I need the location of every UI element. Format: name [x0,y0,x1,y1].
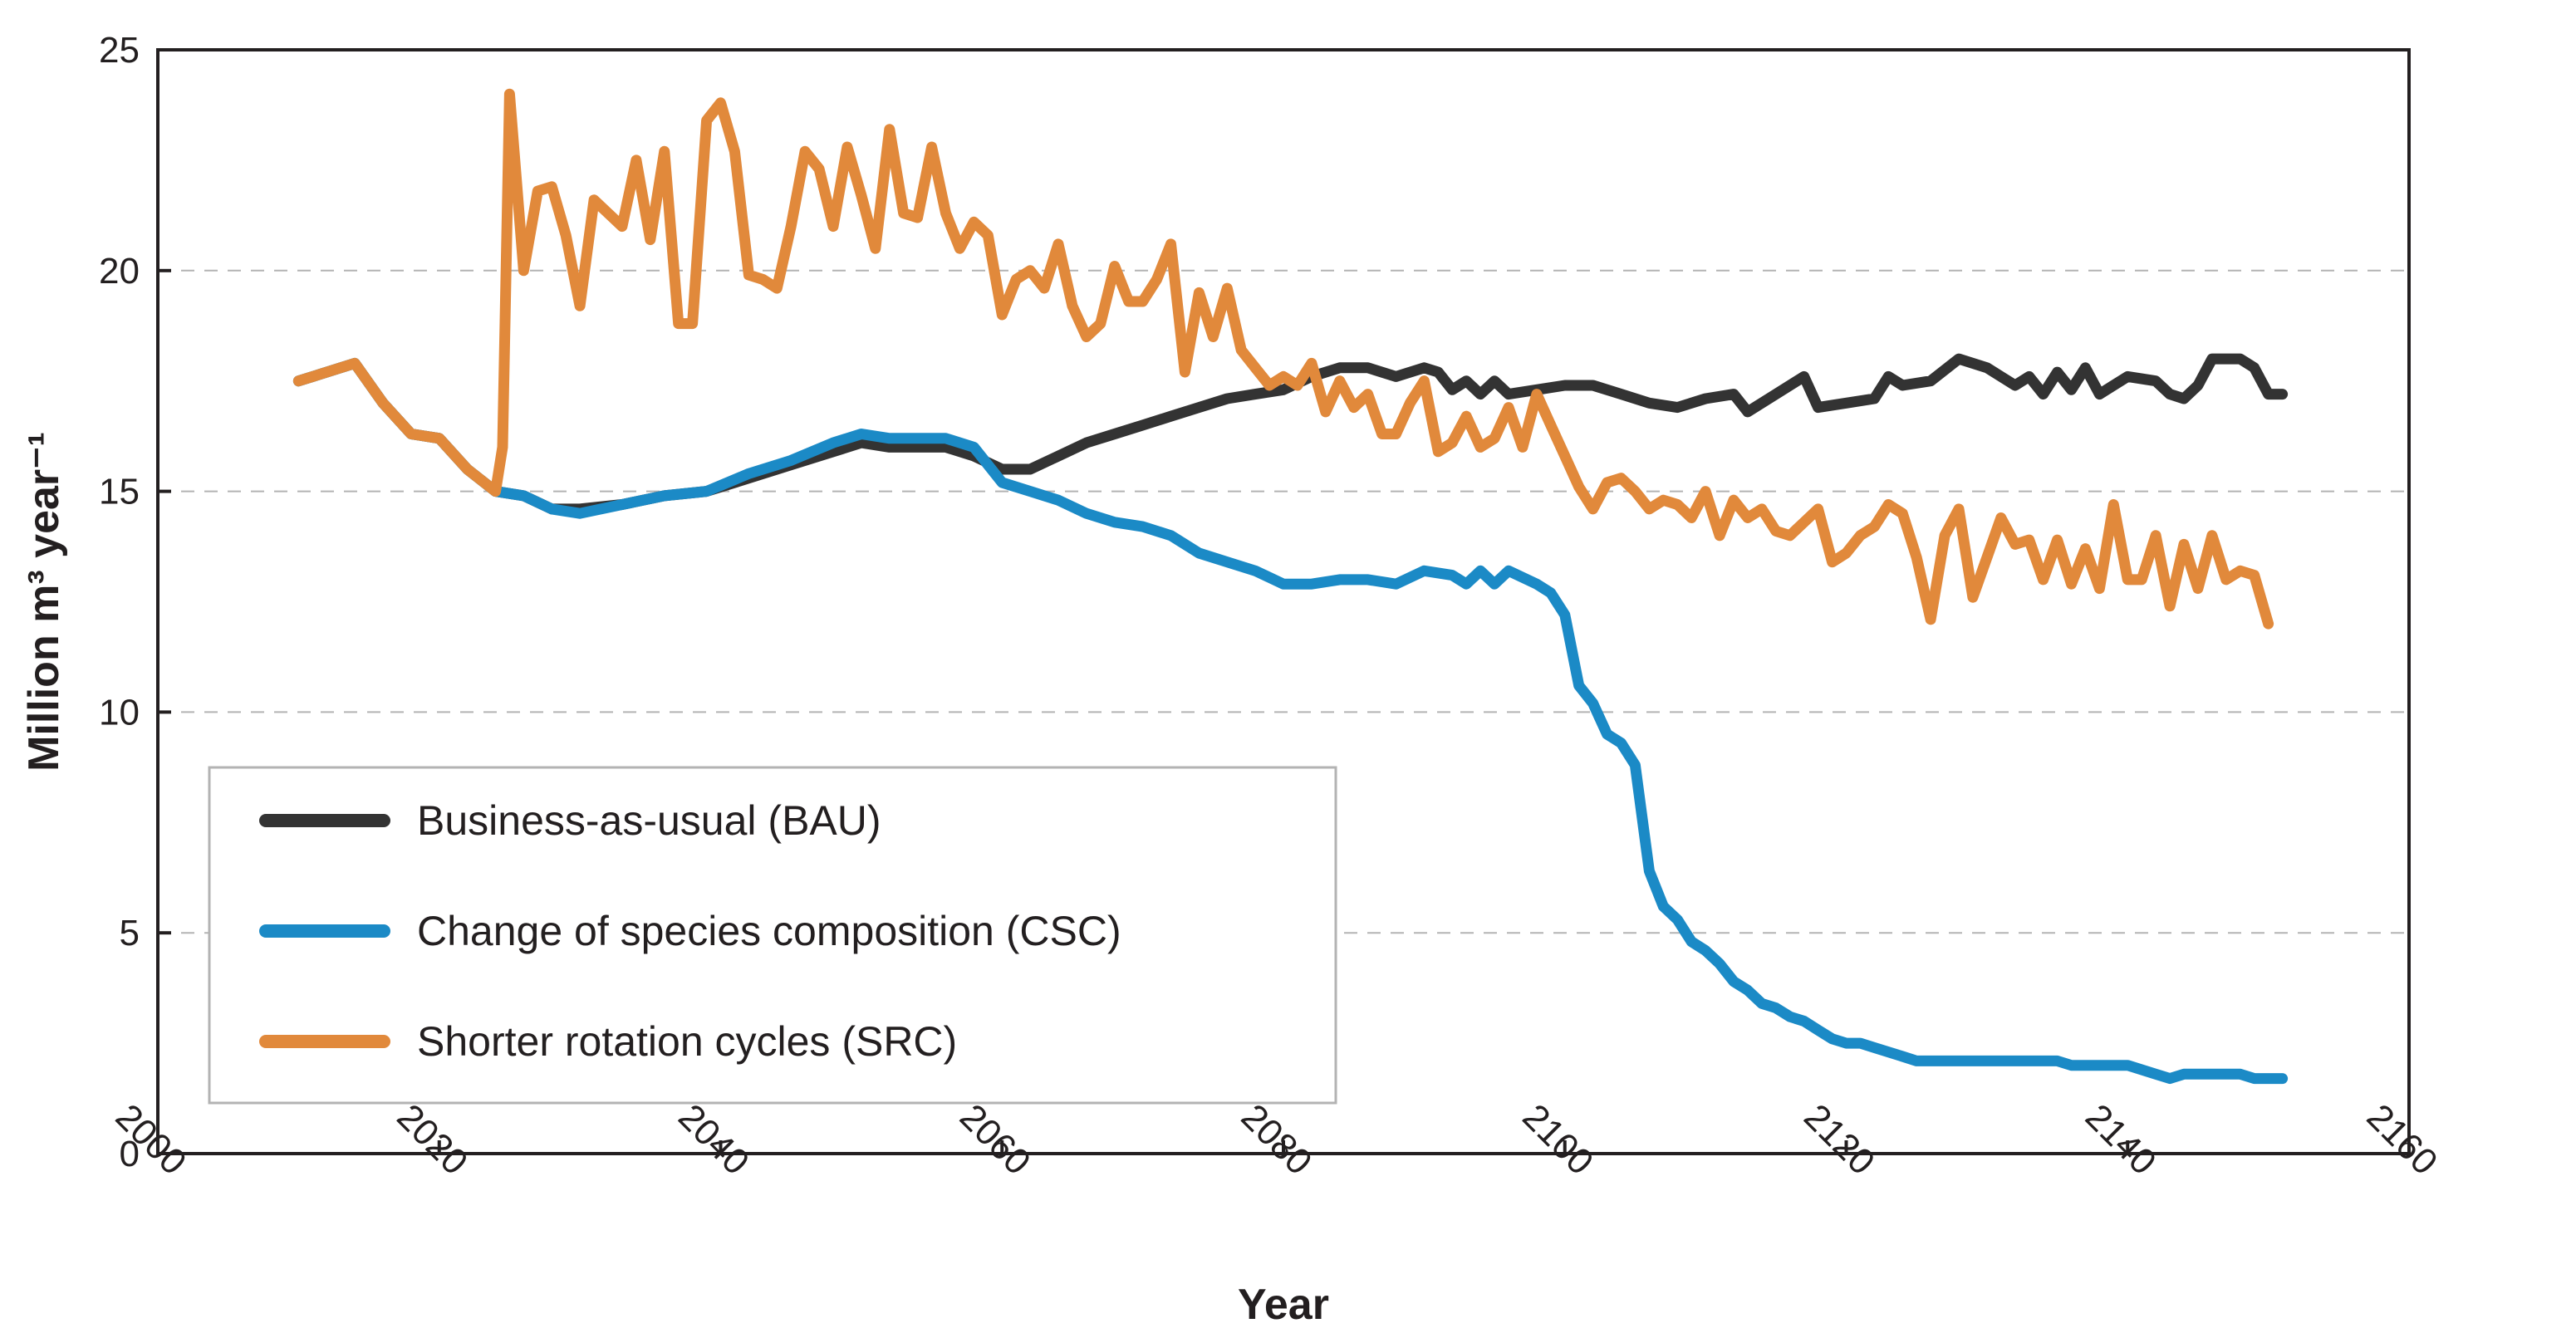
y-tick-label: 5 [120,913,140,953]
x-tick-label: 2140 [2078,1096,2164,1183]
x-axis-title: Year [1238,1281,1329,1329]
y-tick-label: 10 [99,692,140,733]
x-tick-label: 2160 [2359,1096,2446,1183]
y-tick-label: 15 [99,472,140,512]
series-lines [292,88,2289,1085]
x-tick-label: 2080 [1234,1096,1320,1183]
x-tick-label: 2120 [1796,1096,1882,1183]
y-tick-label: 25 [99,30,140,71]
x-tick-label: 2020 [389,1096,475,1183]
x-tick-label: 2100 [1514,1096,1601,1183]
series-line-src [292,88,2274,630]
x-tick-label: 2060 [952,1096,1038,1183]
legend-box [208,766,1337,1105]
series-line-csc [292,357,2289,1085]
y-tick-label: 0 [120,1134,140,1174]
y-tick-label: 20 [99,251,140,292]
legend-label-src: Shorter rotation cycles (SRC) [417,1018,957,1065]
x-tick-label: 2040 [670,1096,757,1183]
legend-label-csc: Change of species composition (CSC) [417,908,1121,954]
y-axis-title: Million m³ year⁻¹ [20,432,68,772]
legend: Business-as-usual (BAU) Change of species… [208,766,1337,1105]
legend-label-bau: Business-as-usual (BAU) [417,797,881,844]
